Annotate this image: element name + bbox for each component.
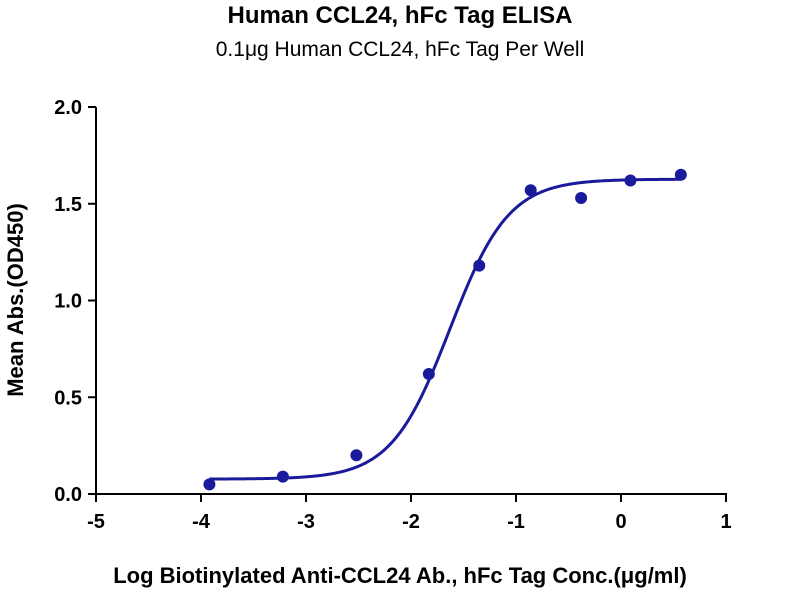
x-tick-label: -4	[192, 511, 211, 533]
data-point	[575, 191, 588, 204]
x-tick-label: 1	[720, 511, 731, 533]
y-tick-label: 2.0	[54, 97, 82, 119]
x-tick-label: -2	[402, 511, 420, 533]
x-tick-label: -3	[297, 511, 315, 533]
x-tick-label: 0	[615, 511, 626, 533]
data-point	[473, 259, 486, 272]
axes: -5 -4 -3 -2 -1 0 1 0.0 0.5 1.0 1.5 2.0	[54, 97, 731, 533]
data-point	[203, 478, 216, 491]
y-tick-label: 1.0	[54, 291, 82, 313]
data-point	[350, 449, 363, 462]
fit-curve	[209, 177, 681, 481]
fit-curve-layer	[209, 177, 681, 481]
y-tick-label: 0.5	[54, 387, 82, 409]
data-points-layer	[203, 168, 687, 491]
data-point	[524, 184, 537, 197]
x-tick-label: -5	[87, 511, 105, 533]
data-point	[624, 174, 637, 187]
y-tick-label: 0.0	[54, 484, 82, 506]
x-tick-label: -1	[507, 511, 525, 533]
y-tick-label: 1.5	[54, 194, 82, 216]
y-axis-label: Mean Abs.(OD450)	[3, 203, 28, 397]
x-axis-label: Log Biotinylated Anti-CCL24 Ab., hFc Tag…	[113, 563, 687, 588]
chart-title: Human CCL24, hFc Tag ELISA	[227, 2, 573, 29]
data-point	[674, 168, 687, 181]
data-point	[422, 368, 435, 381]
chart-subtitle: 0.1μg Human CCL24, hFc Tag Per Well	[215, 38, 585, 61]
data-point	[276, 470, 289, 483]
